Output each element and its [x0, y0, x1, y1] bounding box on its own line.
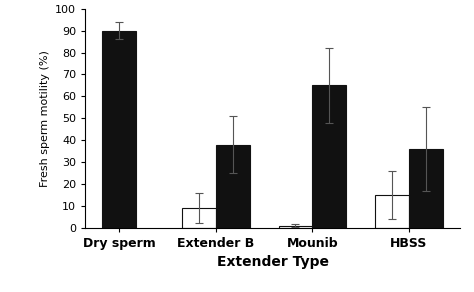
Bar — [102, 31, 136, 228]
Y-axis label: Fresh sperm motility (%): Fresh sperm motility (%) — [40, 50, 50, 187]
Bar — [182, 208, 216, 228]
Bar — [216, 145, 250, 228]
Bar — [279, 226, 312, 228]
Bar — [409, 149, 443, 228]
X-axis label: Extender Type: Extender Type — [217, 255, 328, 269]
Bar — [375, 195, 409, 228]
Bar — [312, 86, 346, 228]
